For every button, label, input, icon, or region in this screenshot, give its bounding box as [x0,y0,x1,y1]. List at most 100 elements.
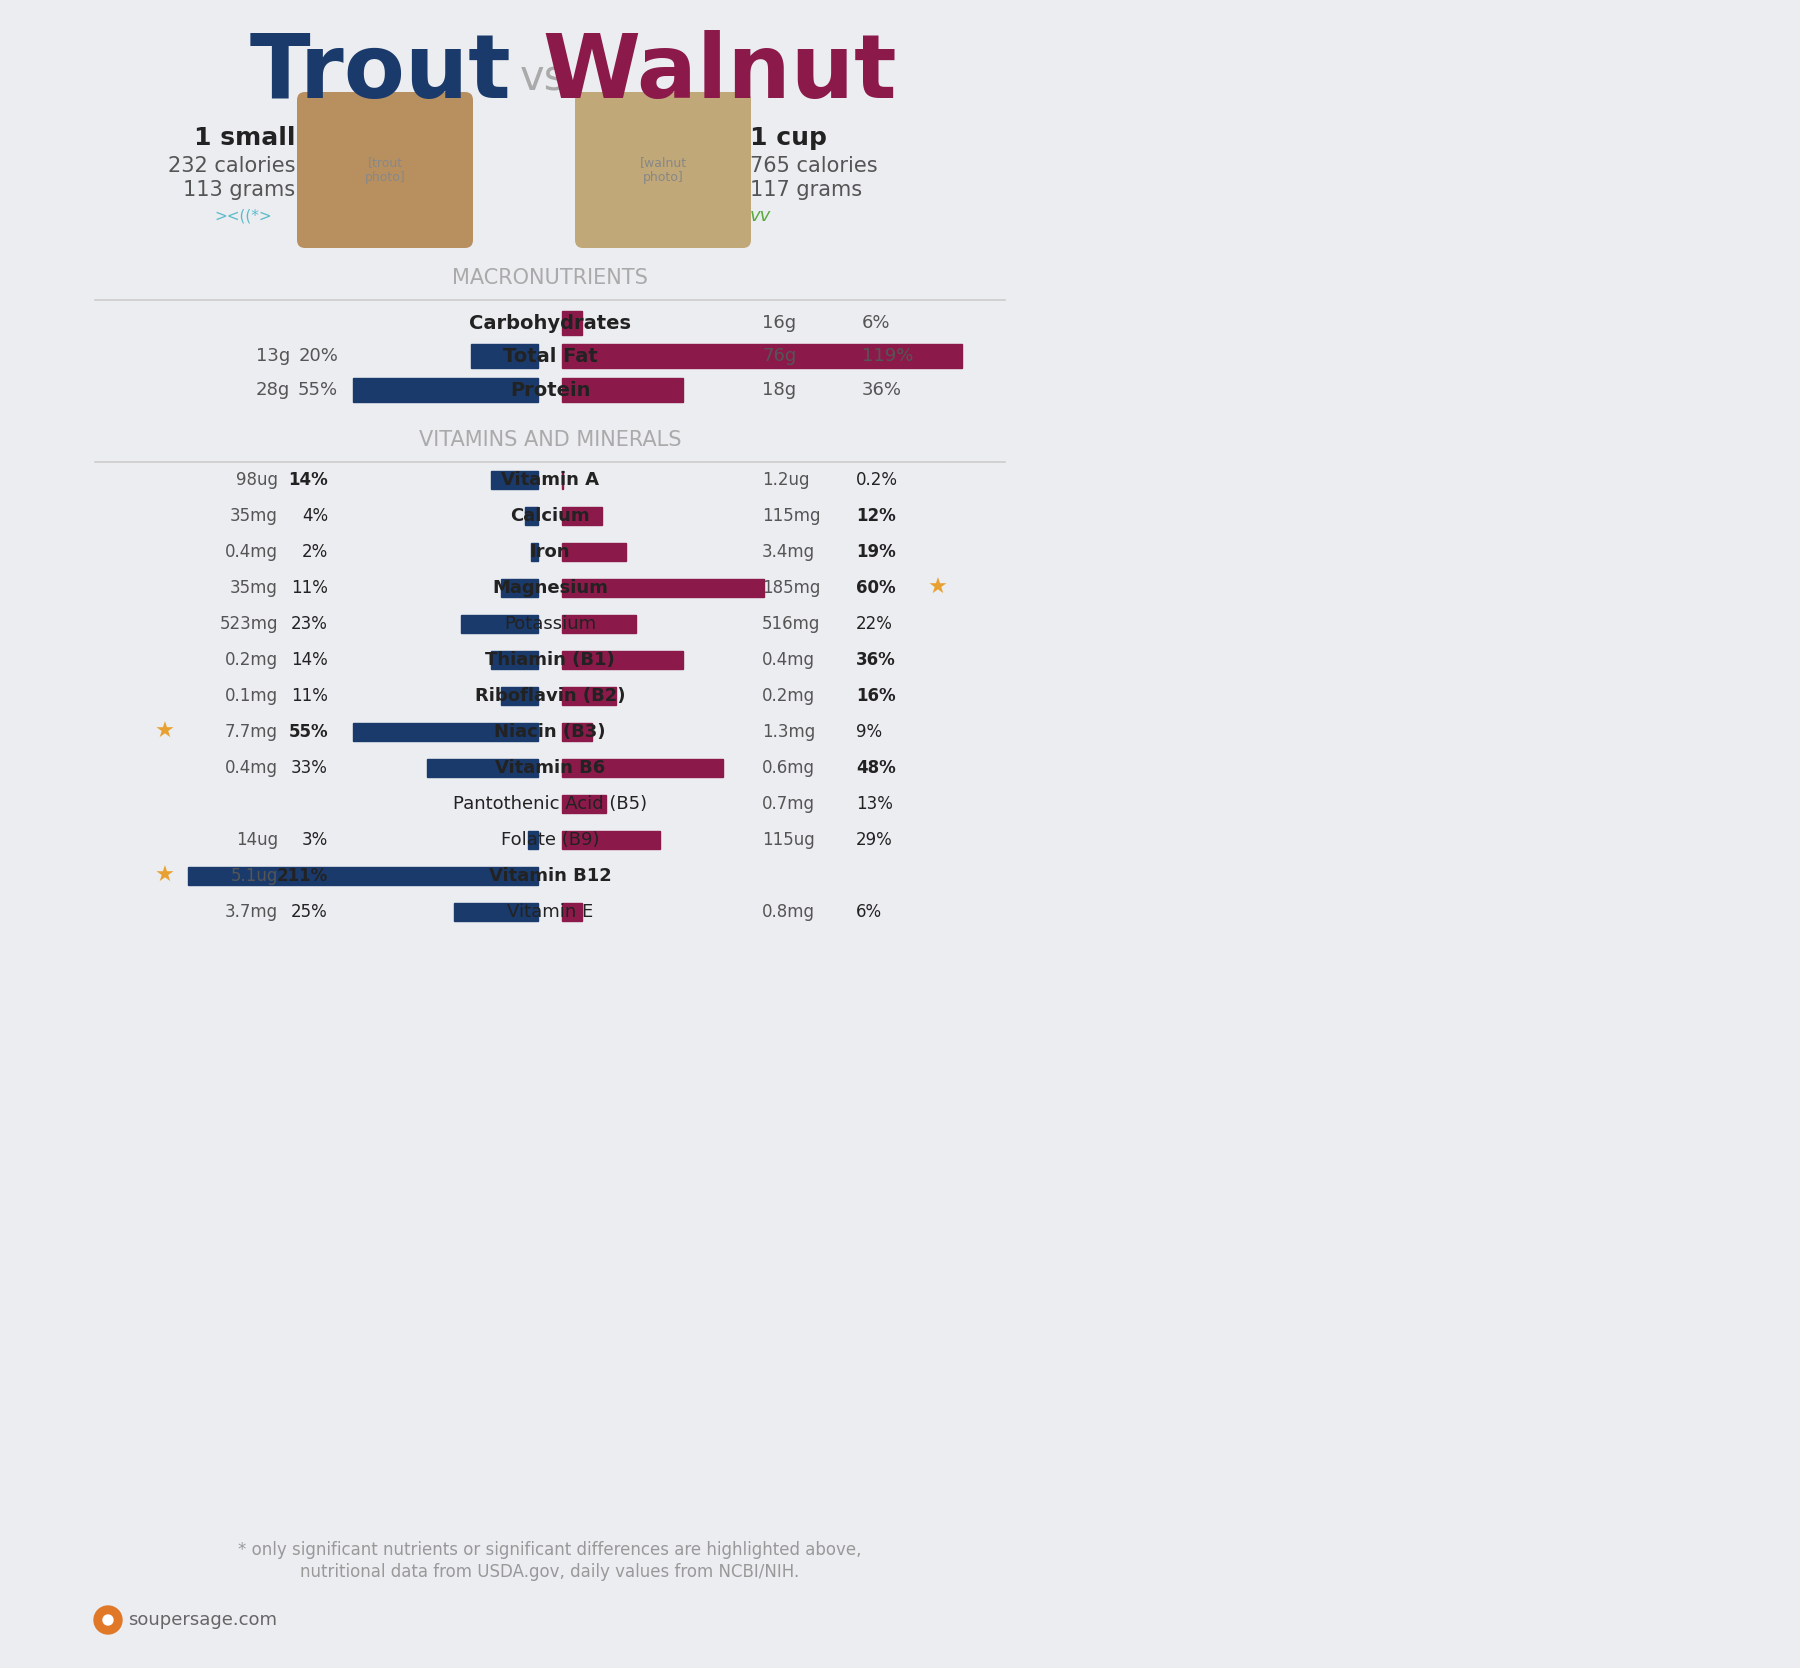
Text: 117 grams: 117 grams [751,180,862,200]
Text: Folate (B9): Folate (B9) [500,831,599,849]
Bar [562,796,607,812]
Text: Iron: Iron [529,544,571,560]
Bar [562,310,581,335]
Text: 14%: 14% [292,651,328,669]
FancyBboxPatch shape [574,92,751,249]
Text: Walnut: Walnut [544,30,896,117]
Text: 3.7mg: 3.7mg [225,902,277,921]
Text: MACRONUTRIENTS: MACRONUTRIENTS [452,269,648,289]
Text: 115mg: 115mg [761,507,821,525]
Bar [427,759,538,777]
Text: ><((*>: ><((*> [214,208,272,224]
Text: 35mg: 35mg [230,579,277,597]
Text: Carbohydrates: Carbohydrates [470,314,632,332]
Text: 60%: 60% [857,579,896,597]
Bar [531,544,538,560]
Text: 0.7mg: 0.7mg [761,796,815,812]
Text: 0.8mg: 0.8mg [761,902,815,921]
Text: 35mg: 35mg [230,507,277,525]
Text: Riboflavin (B2): Riboflavin (B2) [475,687,625,706]
Text: 28g: 28g [256,380,290,399]
Text: 0.2mg: 0.2mg [761,687,815,706]
Text: Thiamin (B1): Thiamin (B1) [486,651,616,669]
Bar [527,831,538,849]
Text: 55%: 55% [288,722,328,741]
Text: 1 small: 1 small [194,127,295,150]
Text: 14ug: 14ug [236,831,277,849]
Circle shape [103,1615,113,1625]
Text: 1.2ug: 1.2ug [761,470,810,489]
Text: VITAMINS AND MINERALS: VITAMINS AND MINERALS [419,430,680,450]
Text: 2%: 2% [302,544,328,560]
Text: 14%: 14% [288,470,328,489]
Text: nutritional data from USDA.gov, daily values from NCBI/NIH.: nutritional data from USDA.gov, daily va… [301,1563,799,1581]
Text: 33%: 33% [292,759,328,777]
Text: Total Fat: Total Fat [502,347,598,365]
Text: 11%: 11% [292,687,328,706]
Text: 36%: 36% [857,651,896,669]
Text: 1 cup: 1 cup [751,127,826,150]
Text: 19%: 19% [857,544,896,560]
Text: 1.3mg: 1.3mg [761,722,815,741]
Text: 13g: 13g [256,347,290,365]
Bar [562,379,682,402]
Bar [524,507,538,525]
Circle shape [94,1606,122,1635]
Text: 3%: 3% [302,831,328,849]
Text: ★: ★ [929,579,949,599]
Text: vv: vv [751,207,770,225]
Text: 6%: 6% [857,902,882,921]
Text: 18g: 18g [761,380,796,399]
Bar [562,615,635,632]
Text: Vitamin B6: Vitamin B6 [495,759,605,777]
Text: [trout
photo]: [trout photo] [365,157,405,183]
Text: [walnut
photo]: [walnut photo] [639,157,686,183]
Bar [562,507,603,525]
Bar [500,687,538,706]
Bar [461,615,538,632]
Text: Calcium: Calcium [509,507,590,525]
Text: 0.2%: 0.2% [857,470,898,489]
Text: 11%: 11% [292,579,328,597]
Text: 36%: 36% [862,380,902,399]
Text: 0.6mg: 0.6mg [761,759,815,777]
Text: Magnesium: Magnesium [491,579,608,597]
Bar [562,687,616,706]
Text: 25%: 25% [292,902,328,921]
Text: 0.4mg: 0.4mg [225,759,277,777]
Bar [472,344,538,369]
Text: 0.2mg: 0.2mg [225,651,277,669]
Text: ★: ★ [155,866,175,886]
Text: 765 calories: 765 calories [751,157,878,177]
Text: 4%: 4% [302,507,328,525]
Text: 13%: 13% [857,796,893,812]
Text: 516mg: 516mg [761,615,821,632]
Text: 5.1ug: 5.1ug [230,867,277,886]
Bar [187,867,538,886]
Text: * only significant nutrients or significant differences are highlighted above,: * only significant nutrients or signific… [238,1541,862,1560]
Text: 232 calories: 232 calories [167,157,295,177]
Bar [454,902,538,921]
Text: 113 grams: 113 grams [184,180,295,200]
Bar [562,651,682,669]
Text: 55%: 55% [297,380,338,399]
Text: 7.7mg: 7.7mg [225,722,277,741]
Text: 3.4mg: 3.4mg [761,544,815,560]
FancyBboxPatch shape [297,92,473,249]
Text: Vitamin A: Vitamin A [500,470,599,489]
Text: 29%: 29% [857,831,893,849]
Text: ★: ★ [155,722,175,742]
Bar [562,831,659,849]
Text: 76g: 76g [761,347,796,365]
Text: 185mg: 185mg [761,579,821,597]
Text: 23%: 23% [292,615,328,632]
Bar [562,544,626,560]
Text: 12%: 12% [857,507,896,525]
Bar [562,579,763,597]
Bar [562,722,592,741]
Bar [353,722,538,741]
Bar [491,651,538,669]
Text: 115ug: 115ug [761,831,815,849]
Text: 0.4mg: 0.4mg [225,544,277,560]
Text: 0.4mg: 0.4mg [761,651,815,669]
